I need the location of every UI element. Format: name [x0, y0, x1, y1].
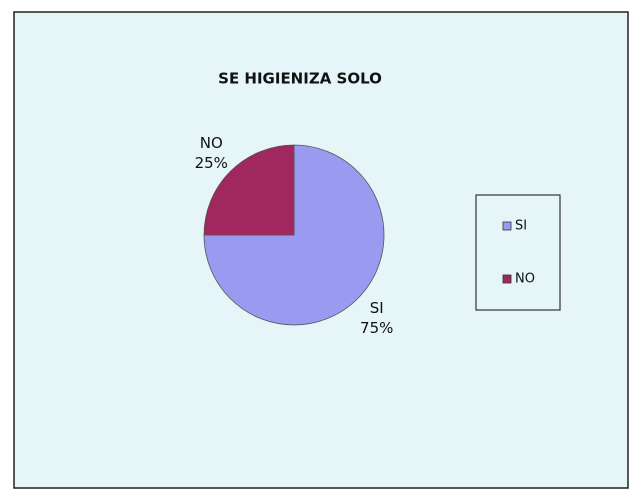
legend-box [475, 194, 561, 311]
slice-value-label: 25% [195, 154, 228, 172]
legend-label: NO [515, 272, 535, 287]
slice-value-label: 75% [360, 319, 393, 337]
slice-category-label: NO [200, 134, 223, 152]
pie-slice [203, 144, 295, 236]
legend-swatch [502, 221, 512, 231]
legend-label: SI [515, 219, 527, 234]
legend-swatch [502, 274, 512, 284]
slice-category-label: SI [370, 299, 384, 317]
chart-title: SE HIGIENIZA SOLO [218, 70, 382, 88]
